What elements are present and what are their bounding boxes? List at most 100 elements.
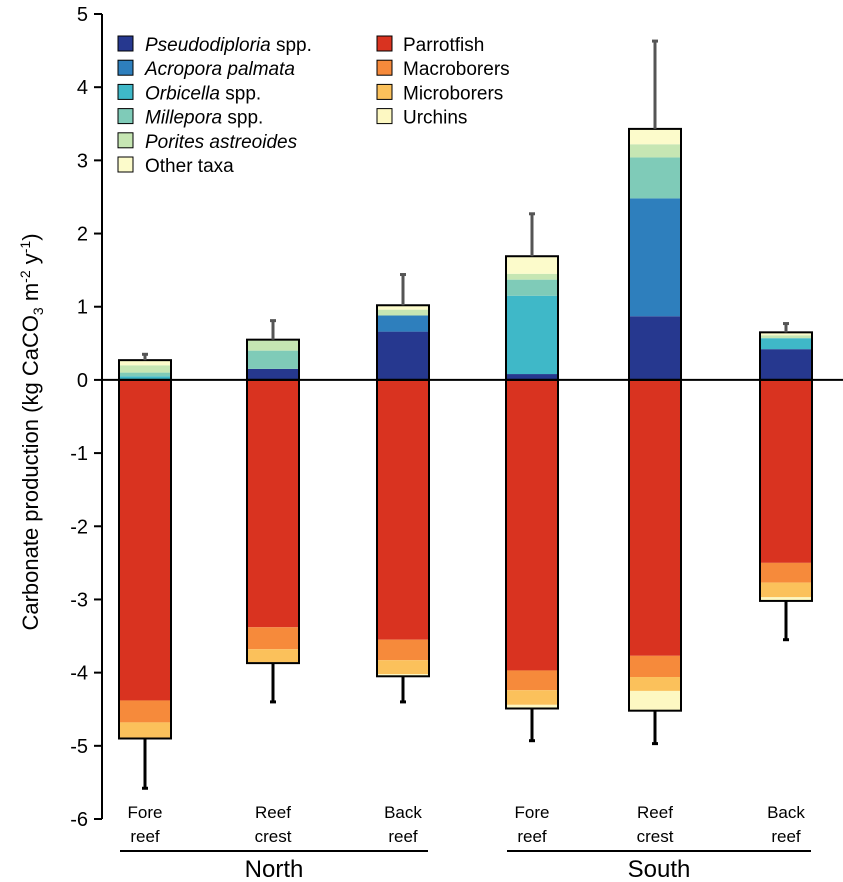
bar-segment xyxy=(119,700,171,723)
legend-label: Pseudodiploria spp. xyxy=(145,35,312,56)
bar-segment xyxy=(377,379,429,640)
bar-segment xyxy=(506,704,558,709)
bar-segment xyxy=(119,365,171,373)
y-axis-label-main: Carbonate production (kg CaCO xyxy=(18,315,43,631)
legend-swatch xyxy=(376,35,393,52)
y-tick-label: -1 xyxy=(70,443,88,465)
bar-segment xyxy=(247,339,299,351)
bar-segment xyxy=(247,350,299,369)
bar-segment xyxy=(119,376,171,380)
bar-segment xyxy=(377,639,429,661)
y-axis-label-sup2: -1 xyxy=(17,241,33,254)
error-bars xyxy=(142,39,789,790)
bar-segment xyxy=(629,157,681,199)
bar-segment xyxy=(629,144,681,158)
legend-swatch xyxy=(117,83,134,100)
y-axis-label: Carbonate production (kg CaCO3 m-2 y-1) xyxy=(17,233,46,630)
group-label: North xyxy=(245,856,304,882)
bar-segment xyxy=(629,128,681,145)
bar-segment xyxy=(377,309,429,316)
legend-label: Acropora palmata xyxy=(144,59,295,80)
bar-segment xyxy=(760,338,812,350)
bar-segment xyxy=(629,677,681,691)
legend-label: Orbicella spp. xyxy=(145,83,261,104)
bar-segment xyxy=(760,562,812,583)
legend-label: Other taxa xyxy=(145,156,234,177)
y-tick-label: -5 xyxy=(70,736,88,758)
bar-segment xyxy=(506,379,558,671)
legend-label: Urchins xyxy=(403,108,467,129)
y-tick-label: 2 xyxy=(77,224,88,246)
category-label-line1: Reef xyxy=(637,803,673,822)
y-axis-label-close: ) xyxy=(18,233,43,240)
bar-segment xyxy=(629,655,681,678)
category-label-line2: crest xyxy=(255,827,292,846)
bar-segment xyxy=(506,295,558,375)
legend-label: Porites astreoides xyxy=(145,132,298,153)
category-label-line1: Back xyxy=(384,803,422,822)
bar-segment xyxy=(760,335,812,339)
bar-segment xyxy=(760,582,812,598)
bar-segment xyxy=(377,674,429,677)
y-tick-label: 4 xyxy=(77,77,88,99)
y-tick-label: -6 xyxy=(70,809,88,831)
y-tick-label: 5 xyxy=(77,4,88,26)
bar-segment xyxy=(629,690,681,711)
bar-segment xyxy=(119,372,171,377)
legend-label: Macroborers xyxy=(403,59,510,80)
bar-segment xyxy=(119,722,171,739)
y-tick-label: -3 xyxy=(70,589,88,611)
legend-swatch xyxy=(376,108,393,125)
category-label-line2: reef xyxy=(771,827,801,846)
bar-segment xyxy=(506,256,558,274)
bar-segment xyxy=(377,660,429,675)
category-label-line1: Back xyxy=(767,803,805,822)
bar-segment xyxy=(760,332,812,336)
legend-swatch xyxy=(117,35,134,52)
bar-segment xyxy=(760,379,812,563)
bars xyxy=(118,127,813,740)
category-label-line2: reef xyxy=(517,827,547,846)
category-label-line1: Fore xyxy=(128,803,163,822)
legend-swatch xyxy=(117,108,134,125)
bar-segment xyxy=(377,305,429,310)
bar-segment xyxy=(119,379,171,701)
legend-label: Parrotfish xyxy=(403,35,484,56)
bar-segment xyxy=(377,315,429,332)
bar-segment xyxy=(247,379,299,628)
bar-segment xyxy=(377,331,429,380)
legend-swatch xyxy=(117,132,134,149)
bar-segment xyxy=(506,279,558,296)
legend-swatch xyxy=(376,83,393,100)
bar-segment xyxy=(247,368,299,380)
y-tick-label: 0 xyxy=(77,370,88,392)
bar-segment xyxy=(760,597,812,601)
bar-segment xyxy=(506,273,558,280)
legend-label: Millepora spp. xyxy=(145,108,263,129)
y-axis-label-sup1: -2 xyxy=(17,270,33,283)
legend-swatch xyxy=(117,59,134,76)
bar-segment xyxy=(760,349,812,380)
legend-swatch xyxy=(376,59,393,76)
y-axis-label-sub: 3 xyxy=(30,307,46,315)
y-tick-label: 1 xyxy=(77,297,88,319)
category-label-line2: reef xyxy=(130,827,160,846)
bar-segment xyxy=(506,374,558,380)
legend-swatch xyxy=(117,156,134,173)
category-labels: Fore reef Reef crest Back reef Fore reef Reef cre… xyxy=(120,803,811,882)
category-label-line1: Fore xyxy=(515,803,550,822)
bar-segment xyxy=(247,627,299,650)
bar-segment xyxy=(247,649,299,663)
svg-text:Carbonate production (kg CaCO3: Carbonate production (kg CaCO3 m-2 y-1) xyxy=(17,233,46,630)
y-axis: 5 4 3 2 1 0 -1 -2 -3 -4 -5 -6 xyxy=(70,4,103,831)
y-tick-label: 3 xyxy=(77,150,88,172)
bar-segment xyxy=(506,690,558,705)
group-label: South xyxy=(628,856,691,882)
category-label-line2: reef xyxy=(388,827,418,846)
category-label-line1: Reef xyxy=(255,803,291,822)
bar-segment xyxy=(629,316,681,380)
y-tick-label: -4 xyxy=(70,663,88,685)
bar-segment xyxy=(506,670,558,691)
y-axis-label-m: m xyxy=(18,283,43,307)
